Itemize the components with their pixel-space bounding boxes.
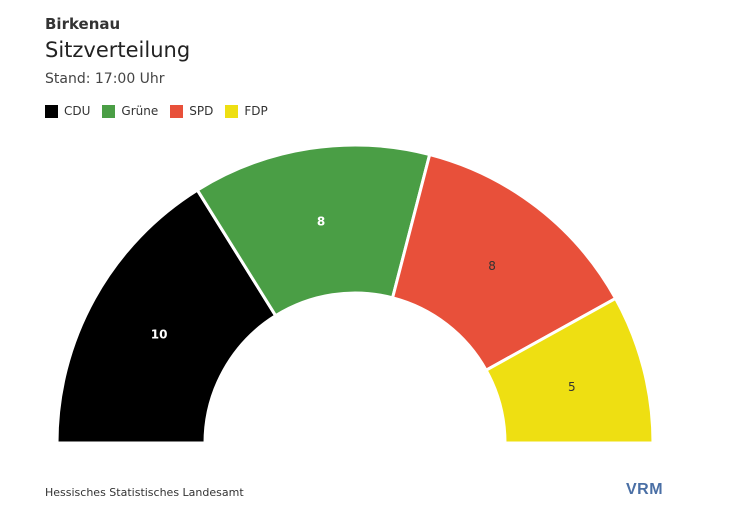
legend-swatch-cdu	[45, 104, 58, 118]
seat-segment-gruene[interactable]	[195, 143, 432, 318]
seat-segment-spd[interactable]	[390, 152, 618, 373]
legend-swatch-fdp	[225, 104, 239, 118]
chart-kicker: Birkenau	[45, 15, 121, 33]
legend-item-fdp: FDP	[225, 104, 268, 118]
legend-label-spd: SPD	[189, 104, 214, 118]
legend-swatch-spd	[170, 104, 184, 118]
chart-header: Birkenau Sitzverteilung Stand: 17:00 Uhr	[45, 14, 190, 89]
chart-title: Sitzverteilung	[45, 38, 191, 62]
seat-segment-fdp[interactable]	[484, 296, 655, 445]
seat-label-fdp: 5	[568, 380, 576, 394]
vrm-logo: VRM	[626, 481, 664, 498]
source-note: Hessisches Statistisches Landesamt	[45, 486, 244, 499]
seat-label-spd: 8	[488, 259, 496, 273]
legend-label-fdp: FDP	[244, 104, 268, 118]
seat-label-cdu: 10	[151, 327, 168, 341]
legend-item-gruene: Grüne	[102, 104, 158, 118]
seat-segment-cdu[interactable]	[55, 188, 278, 445]
legend-label-cdu: CDU	[64, 104, 91, 118]
legend-swatch-gruene	[102, 104, 116, 118]
chart-legend: CDU Grüne SPD FDP	[45, 104, 280, 118]
chart-subtitle: Stand: 17:00 Uhr	[45, 71, 165, 87]
seat-label-gruene: 8	[317, 215, 325, 229]
legend-item-spd: SPD	[170, 104, 213, 118]
legend-label-gruene: Grüne	[121, 104, 159, 118]
legend-item-cdu: CDU	[45, 104, 90, 118]
